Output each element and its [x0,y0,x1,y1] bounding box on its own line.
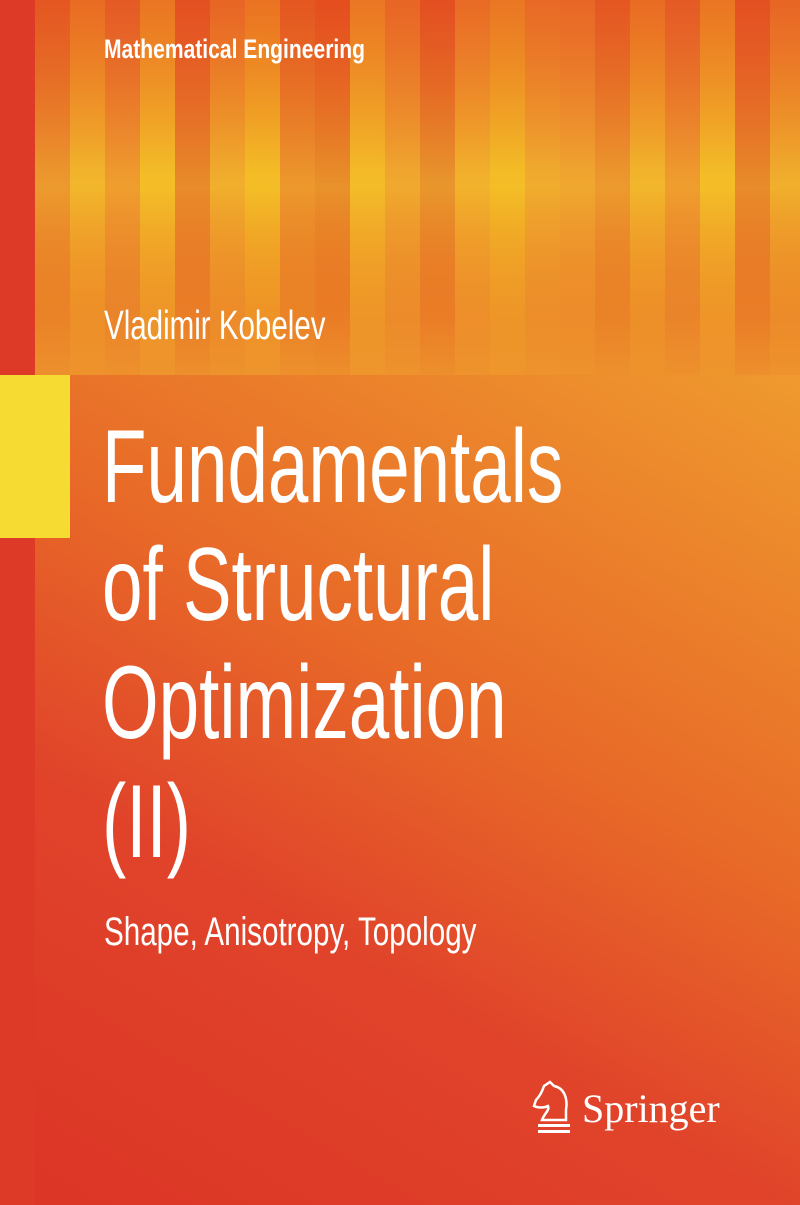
series-name: Mathematical Engineering [104,34,365,64]
yellow-accent-block [0,375,70,538]
header-glow [0,0,800,375]
publisher-name: Springer [582,1085,720,1131]
title-line-2: of Structural [102,527,495,643]
subtitle: Shape, Anisotropy, Topology [104,910,477,954]
title-line-1: Fundamentals [102,409,564,525]
red-spine-bar [0,0,35,1205]
author-name: Vladimir Kobelev [104,302,326,348]
striped-header-band [0,0,800,375]
chess-knight-icon [532,1080,570,1133]
title-line-4: (II) [102,764,191,880]
title-panel [0,375,800,1205]
title-line-3: Optimization [102,645,507,761]
publisher-logo: Springer [530,1080,720,1136]
